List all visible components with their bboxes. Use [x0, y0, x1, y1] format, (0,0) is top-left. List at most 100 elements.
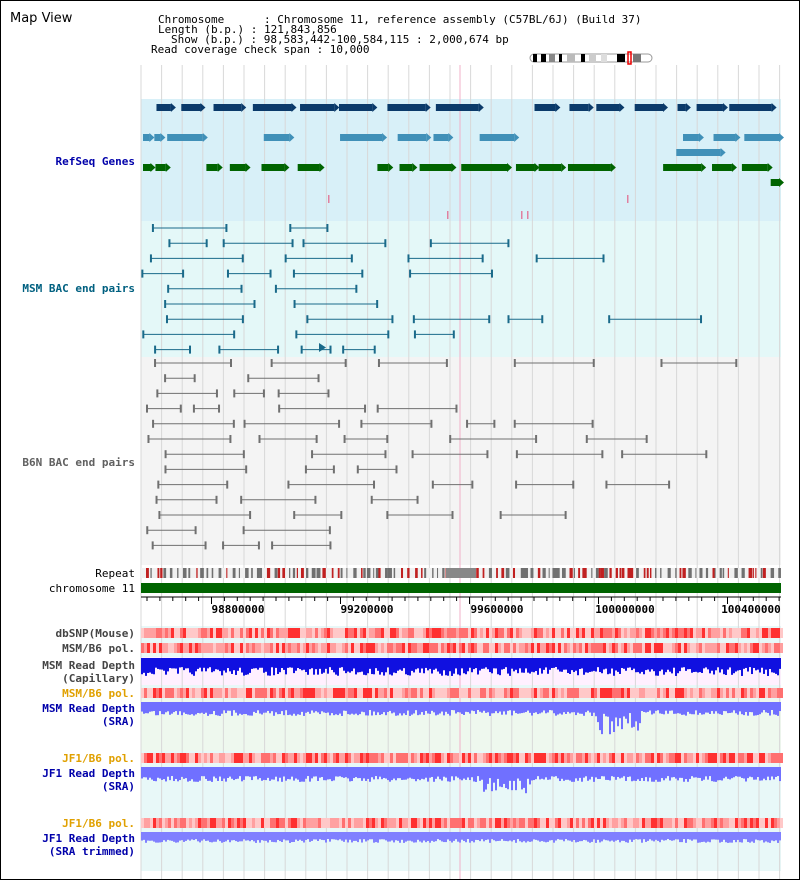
jf1-trim-pol-cell [267, 818, 270, 828]
jf1-trim-pol-cell [612, 818, 615, 828]
jf1-sra-depth-bar [737, 767, 739, 777]
jf1-read-depth-trimmed-label[interactable]: JF1 Read Depth [42, 832, 135, 845]
jf1-trim-depth-bar [751, 832, 753, 842]
jf1-sra-depth-bar [533, 767, 535, 781]
b6n-bac-label[interactable]: B6N BAC end pairs [22, 456, 135, 469]
dbsnp-cell [543, 628, 546, 638]
jf1-trim-depth-bar [367, 832, 369, 841]
b6n-bac-pair-end [471, 480, 474, 489]
msm-sra-pol-cell [201, 688, 204, 698]
msm-pol-cell [657, 643, 660, 653]
msm-pol-cell [735, 643, 738, 653]
repeat-element [537, 568, 541, 578]
msm-sra-depth-bar [163, 702, 165, 715]
msm-capillary-depth-bar [239, 658, 241, 668]
msm-sra-depth-bar [575, 702, 577, 716]
chromosome-ideogram[interactable] [529, 51, 654, 65]
msm-sra-pol-cell [147, 688, 150, 698]
msm-sra-depth-bar [641, 702, 643, 712]
jf1-trim-depth-bar [245, 832, 247, 841]
gene-feature [515, 164, 535, 171]
gene-feature [340, 134, 383, 141]
msm-pol-cell [282, 643, 285, 653]
jf1-b6-pol-trimmed-label[interactable]: JF1/B6 pol. [62, 817, 135, 830]
refseq-genes-label[interactable]: RefSeq Genes [55, 155, 135, 168]
msm-read-depth-sra-label[interactable]: MSM Read Depth [42, 702, 135, 715]
jf1-trim-depth-bar [261, 832, 263, 841]
dbsnp-cell [576, 628, 579, 638]
msm-sra-pol-cell [180, 688, 183, 698]
jf1-pol-cell [159, 753, 162, 763]
jf1-sra-depth-bar [755, 767, 757, 780]
msm-capillary-depth-bar [457, 658, 459, 675]
msm-pol-cell [666, 643, 669, 653]
msm-sra-depth-bar [655, 702, 657, 711]
gene-arrow [245, 163, 251, 172]
msm-sra-depth-bar [305, 702, 307, 713]
jf1-trim-pol-cell [198, 818, 201, 828]
msm-read-depth-capillary-label[interactable]: MSM Read Depth [42, 659, 135, 672]
jf1-pol-cell [729, 753, 732, 763]
msm-sra-pol-cell [651, 688, 654, 698]
msm-sra-depth-bar [189, 702, 191, 715]
msm-sra-depth-bar [605, 702, 607, 717]
msm-pol-cell [594, 643, 597, 653]
dbsnp-cell [348, 628, 351, 638]
msm-bac-pair-end [608, 315, 611, 324]
msm-sra-pol-cell [555, 688, 558, 698]
gene-feature [155, 164, 166, 171]
jf1-trim-depth-bar [435, 832, 437, 842]
jf1-sra-depth-bar [175, 767, 177, 779]
msm-capillary-depth-bar [653, 658, 655, 672]
jf1-trim-depth-bar [217, 832, 219, 840]
msm-bac-pair-end [291, 239, 294, 248]
dbsnp-cell [612, 628, 615, 638]
repeat-element [556, 568, 560, 578]
msm-capillary-depth-bar [523, 658, 525, 673]
msm-sra-depth-bar [285, 702, 287, 711]
jf1-sra-depth-bar [463, 767, 465, 779]
msm-capillary-depth-bar [251, 658, 253, 669]
msm-b6-pol-sra-label[interactable]: MSM/B6 pol. [62, 687, 135, 700]
b6n-bac-pair-end [315, 435, 318, 443]
msm-sra-depth-bar [603, 702, 605, 714]
msm-capillary-depth-bar [321, 658, 323, 674]
msm-pol-cell [489, 643, 492, 653]
b6n-bac-pair-end [233, 389, 236, 398]
msm-pol-cell [393, 643, 396, 653]
jf1-pol-cell [426, 753, 429, 763]
jf1-sra-depth-bar [201, 767, 203, 777]
jf1-sra-depth-bar [715, 767, 717, 782]
dbsnp-label[interactable]: dbSNP(Mouse) [55, 627, 135, 640]
dbsnp-cell [204, 628, 207, 638]
msm-pol-cell [183, 643, 186, 653]
jf1-trim-depth-bar [735, 832, 737, 843]
repeat-element [770, 568, 775, 578]
repeat-element [598, 568, 601, 578]
msm-pol-cell [435, 643, 438, 653]
jf1-pol-cell [450, 753, 453, 763]
msm-pol-cell [207, 643, 210, 653]
msm-capillary-depth-bar [567, 658, 569, 673]
jf1-b6-pol-label[interactable]: JF1/B6 pol. [62, 752, 135, 765]
b6n-bac-pair-end [194, 526, 197, 535]
msm-capillary-depth-bar [549, 658, 551, 670]
msm-pol-cell [264, 643, 267, 653]
jf1-sra-depth-bar [735, 767, 737, 777]
gene-feature [297, 164, 320, 171]
jf1-trim-depth-bar [747, 832, 749, 842]
dbsnp-cell [426, 628, 429, 638]
msm-bac-label[interactable]: MSM BAC end pairs [22, 282, 135, 295]
msm-b6-pol-label[interactable]: MSM/B6 pol. [62, 642, 135, 655]
jf1-sra-depth-bar [225, 767, 227, 782]
jf1-read-depth-sra-label[interactable]: JF1 Read Depth [42, 767, 135, 780]
msm-sra-depth-bar [689, 702, 691, 714]
dbsnp-cell [447, 628, 450, 638]
msm-sra-depth-bar [547, 702, 549, 713]
msm-capillary-depth-bar [225, 658, 227, 673]
dbsnp-cell [306, 628, 309, 638]
msm-sra-depth-bar [327, 702, 329, 713]
jf1-trim-pol-cell [510, 818, 513, 828]
msm-sra-pol-cell [336, 688, 339, 698]
jf1-trim-depth-bar [727, 832, 729, 843]
